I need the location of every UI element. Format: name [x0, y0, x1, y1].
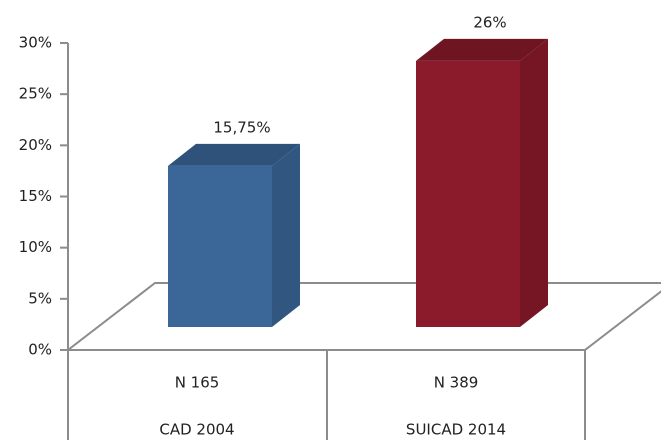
bar	[168, 165, 272, 327]
value-label: 15,75%	[213, 118, 270, 136]
y-tick-label: 10%	[19, 238, 52, 256]
y-tick-label: 15%	[19, 187, 52, 205]
value-label: 26%	[473, 13, 506, 31]
x-tick-label: N 165	[175, 374, 220, 392]
bar-top	[416, 38, 548, 61]
group-label: CAD 2004	[159, 421, 234, 439]
y-tick-label: 25%	[19, 85, 52, 103]
x-tick-label: N 389	[434, 374, 479, 392]
y-tick-label: 30%	[19, 34, 52, 52]
group-label: SUICAD 2014	[406, 421, 506, 439]
y-tick-label: 20%	[19, 136, 52, 154]
bar-top	[168, 143, 300, 166]
bar-side	[272, 143, 300, 327]
floor	[65, 282, 661, 351]
bar	[416, 60, 520, 327]
y-tick-label: 0%	[28, 341, 52, 359]
bar-side	[520, 38, 548, 327]
y-tick-label: 5%	[28, 289, 52, 307]
